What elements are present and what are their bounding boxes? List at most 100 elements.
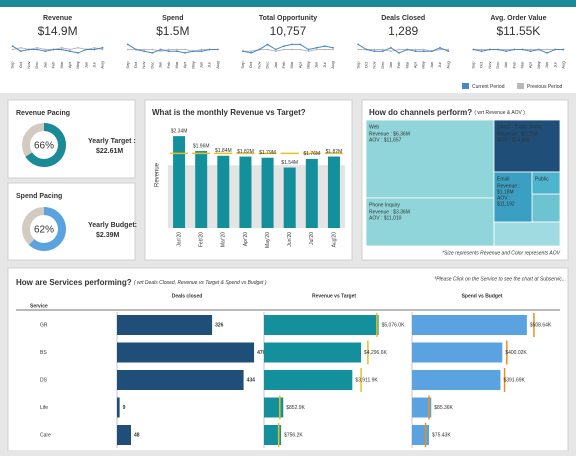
bar: [305, 158, 318, 228]
sparkline-point: [439, 46, 441, 49]
x-tick-label: Dec: [149, 61, 154, 68]
bar: [173, 136, 186, 228]
sparkline-point: [554, 48, 557, 51]
cell-line: $1.18M: [497, 189, 514, 195]
sparkline-point: [390, 46, 392, 49]
x-tick-label: Aug: [560, 61, 565, 68]
x-tick-label: Feb: [511, 61, 516, 69]
sparkline-point: [472, 48, 475, 51]
cell-line: Revenue : $3.36M: [369, 209, 410, 215]
legend-swatch: [517, 83, 524, 89]
x-tick-label: Jun: [544, 62, 549, 68]
x-tick-label: Jan'20: [176, 232, 182, 247]
sparkline-point: [480, 48, 483, 51]
bar: [261, 157, 274, 228]
sparkline-point: [414, 48, 417, 51]
sparkline-point: [381, 48, 384, 51]
sparkline-point: [365, 48, 368, 51]
cell-line: AOV : $11,657: [369, 137, 402, 143]
x-tick-label: Jun'20: [287, 232, 293, 247]
sparkline-point: [266, 48, 269, 51]
x-tick-label: Jun: [429, 62, 434, 68]
kpi-title: Deals Closed: [381, 15, 425, 22]
x-tick-label: Jul: [322, 62, 327, 67]
row-label: BS: [40, 350, 47, 356]
sparkline: [242, 43, 334, 54]
cell-line: Revenue :: [497, 183, 520, 189]
sparkline-point: [307, 50, 310, 53]
kpi-title: Revenue: [43, 15, 72, 22]
x-tick-label: Feb: [51, 61, 56, 69]
sparkline-point: [422, 48, 425, 51]
sparkline-point: [11, 45, 14, 47]
bar: [195, 151, 208, 228]
kpi-title: Total Opportunity: [259, 15, 317, 22]
top-bar: [0, 0, 576, 7]
subtitle: ( wrt Revenue & AOV ): [474, 110, 525, 116]
x-tick-label: Dec: [380, 61, 385, 68]
treemap-cell: [493, 171, 533, 223]
sparkline-point: [291, 48, 293, 51]
sparkline: [127, 49, 218, 52]
sparkline-point: [167, 48, 170, 51]
bar: [217, 155, 230, 228]
x-tick-label: Feb'20: [199, 232, 205, 247]
cell-line: Revenue : $2.29M: [497, 131, 538, 137]
x-tick-label: Oct: [133, 61, 138, 68]
x-tick-label: Dec: [495, 61, 500, 68]
x-tick-label: Oct: [479, 61, 484, 68]
subtitle: ( wrt Deals Closed, Revenue vs Target & …: [134, 280, 267, 286]
title: How are Services performing?: [16, 278, 132, 287]
x-tick-label: Mar: [520, 61, 525, 69]
row-label: DS: [40, 377, 48, 383]
bar: [264, 425, 282, 445]
data-label: $1.79M: [259, 150, 276, 156]
x-tick-label: Dec: [34, 61, 39, 68]
sparkline-point: [167, 50, 170, 53]
sparkline-point: [200, 48, 203, 51]
bar: [264, 397, 284, 418]
sparkline-point: [439, 48, 441, 51]
bar: [117, 315, 213, 335]
sparkline-point: [323, 45, 326, 47]
sparkline-point: [19, 50, 22, 53]
sparkline-point: [258, 48, 261, 51]
kpi-value: $1.5M: [156, 24, 189, 38]
sparkline-point: [357, 43, 360, 46]
column-title: Spend vs Budget: [462, 293, 503, 299]
x-tick-label: May: [190, 61, 195, 69]
x-tick-label: Dec: [265, 61, 270, 68]
sparkline-point: [250, 52, 253, 54]
sparkline-point: [19, 46, 22, 49]
cell-line: AOV : $11,010: [369, 215, 402, 221]
sparkline-point: [93, 46, 96, 49]
goal-value: $22.61M: [96, 148, 123, 155]
donut-arc: [25, 123, 66, 167]
data-label: $756.2K: [284, 432, 303, 438]
data-label: $391.69K: [503, 377, 525, 383]
treemap-filler: [493, 221, 561, 247]
sparkline-point: [274, 48, 277, 51]
note: *Size represents Revenue and Color repre…: [442, 250, 561, 256]
x-tick-label: Aug: [330, 61, 335, 68]
sparkline: [127, 43, 218, 54]
kpi-title: Avg. Order Value: [490, 15, 546, 22]
sparkline-point: [398, 48, 401, 51]
plot-shade: [168, 165, 345, 228]
x-tick-label: Jan: [42, 62, 47, 68]
sparkline-point: [406, 48, 409, 51]
treemap-cell: [365, 197, 495, 247]
panel-title: Revenue Pacing: [16, 110, 70, 117]
sparkline-point: [242, 50, 244, 53]
bar: [117, 342, 255, 363]
sparkline-point: [529, 48, 532, 51]
sparkline-point: [373, 50, 376, 53]
row-label: Life: [40, 405, 48, 411]
x-tick-label: Jan: [273, 62, 278, 68]
sparkline-point: [11, 48, 14, 51]
sparkline-point: [159, 48, 162, 51]
x-tick-label: Jun: [198, 62, 203, 68]
x-tick-label: Apr: [413, 61, 418, 68]
bar: [412, 425, 430, 445]
sparkline-point: [529, 50, 532, 53]
